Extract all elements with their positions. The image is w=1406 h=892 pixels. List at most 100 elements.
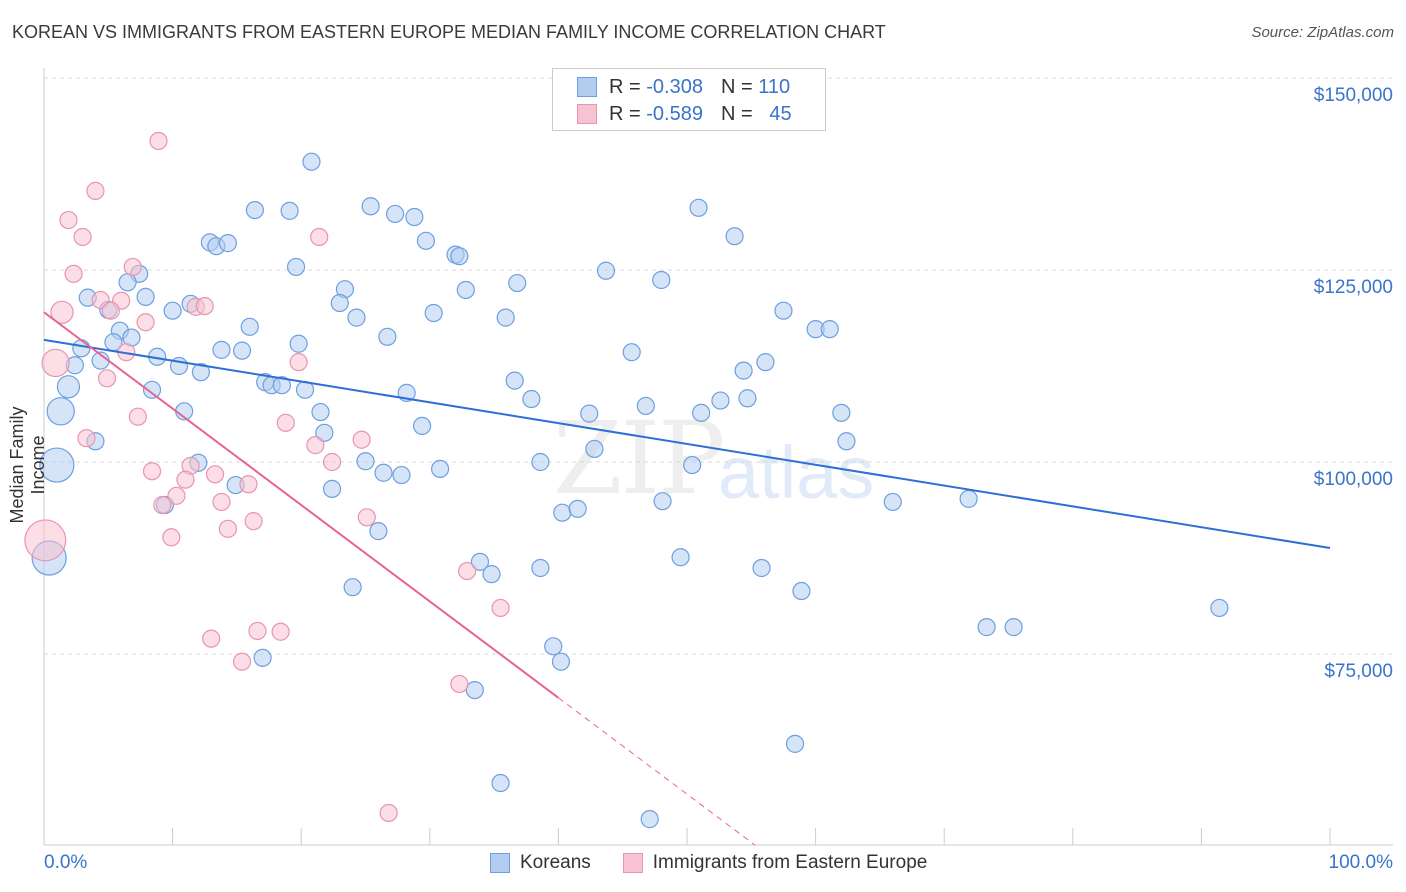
koreans-point <box>311 402 330 422</box>
koreans-point <box>450 247 469 266</box>
immigrants-point <box>244 512 263 531</box>
legend-swatch-pink <box>577 104 597 124</box>
koreans-point <box>424 303 443 323</box>
koreans-point <box>240 317 259 336</box>
koreans-point <box>652 270 671 290</box>
immigrants-point <box>176 470 195 489</box>
immigrants-point <box>232 652 252 671</box>
koreans-point <box>369 522 388 541</box>
koreans-point <box>671 548 690 567</box>
r-label: R = <box>609 75 641 98</box>
immigrants-point <box>77 429 96 448</box>
immigrants-point <box>41 348 70 378</box>
koreans-point <box>253 648 272 667</box>
koreans-point <box>837 432 856 451</box>
y-axis-label: Median Family Income <box>7 406 48 524</box>
koreans-point <box>72 339 91 358</box>
immigrants-point <box>195 296 214 316</box>
koreans-point <box>356 452 375 471</box>
koreans-point <box>385 204 405 224</box>
legend-label-immigrants: Immigrants from Eastern Europe <box>652 852 928 873</box>
koreans-point <box>491 773 510 793</box>
chart-source: Source: ZipAtlas.com <box>1251 24 1394 41</box>
koreans-point <box>470 552 490 571</box>
koreans-point <box>212 340 231 359</box>
koreans-point <box>405 207 424 227</box>
koreans-point <box>508 273 527 293</box>
koreans-point <box>245 200 265 220</box>
koreans-point <box>553 503 572 522</box>
immigrants-point <box>59 210 78 230</box>
koreans-point <box>792 581 811 601</box>
immigrants-point <box>24 519 67 562</box>
koreans-point <box>482 565 501 584</box>
koreans-point <box>692 403 711 422</box>
immigrants-point <box>239 475 258 494</box>
koreans-point <box>343 578 362 597</box>
koreans-point <box>465 680 484 700</box>
koreans-point <box>640 810 659 829</box>
immigrants-trendline-extension <box>558 697 756 846</box>
immigrants-point <box>271 622 290 641</box>
koreans-point <box>711 391 730 410</box>
koreans-point <box>580 404 599 423</box>
koreans-point <box>39 447 75 483</box>
koreans-point <box>286 257 306 277</box>
r-value: -0.589 <box>646 102 703 125</box>
immigrants-point <box>142 462 162 481</box>
koreans-point <box>832 403 851 422</box>
immigrants-point <box>64 264 83 283</box>
koreans-point <box>689 198 708 217</box>
koreans-point <box>315 423 334 442</box>
koreans-point <box>347 308 366 327</box>
koreans-point <box>272 376 292 395</box>
koreans-point <box>959 489 978 508</box>
koreans-point <box>136 287 155 306</box>
koreans-point <box>531 452 550 472</box>
koreans-point <box>977 618 996 637</box>
koreans-point <box>725 227 744 246</box>
koreans-trendline <box>43 338 1331 550</box>
koreans-point <box>522 389 541 409</box>
koreans-point <box>392 465 411 485</box>
y-tick-label: $125,000 <box>1313 277 1393 298</box>
koreans-point <box>585 439 604 459</box>
immigrants-point <box>167 486 186 505</box>
koreans-point <box>191 363 210 382</box>
koreans-point <box>412 416 432 436</box>
koreans-point <box>1210 598 1229 618</box>
koreans-point <box>118 273 137 292</box>
koreans-point <box>456 280 475 300</box>
legend-swatch-koreans <box>490 853 510 873</box>
koreans-point <box>280 201 299 220</box>
koreans-point <box>496 308 515 327</box>
immigrants-point <box>205 465 225 484</box>
y-tick-label: $75,000 <box>1324 661 1393 682</box>
koreans-point <box>322 479 342 498</box>
immigrants-point <box>149 131 168 151</box>
koreans-point <box>302 152 321 171</box>
immigrants-point <box>306 436 325 455</box>
immigrants-point <box>123 257 142 277</box>
immigrants-point <box>310 227 329 247</box>
immigrants-point <box>101 301 120 320</box>
legend-row-koreans: R = -0.308 N = 110 <box>577 75 790 99</box>
koreans-point <box>232 341 252 360</box>
immigrants-point <box>136 313 155 332</box>
immigrants-point <box>218 519 237 538</box>
koreans-point <box>568 499 587 518</box>
r-label: R = <box>609 102 641 125</box>
y-tick-label: $100,000 <box>1313 469 1393 490</box>
immigrants-point <box>97 369 117 388</box>
koreans-point <box>46 397 75 426</box>
legend-swatch-immigrants <box>622 853 643 873</box>
x-tick-label: 0.0% <box>44 852 88 873</box>
koreans-point <box>738 389 757 408</box>
koreans-point <box>551 652 571 671</box>
koreans-point <box>756 353 775 372</box>
immigrants-point <box>128 407 147 426</box>
koreans-point <box>774 301 793 320</box>
immigrants-point <box>289 353 308 372</box>
koreans-point <box>636 396 655 416</box>
